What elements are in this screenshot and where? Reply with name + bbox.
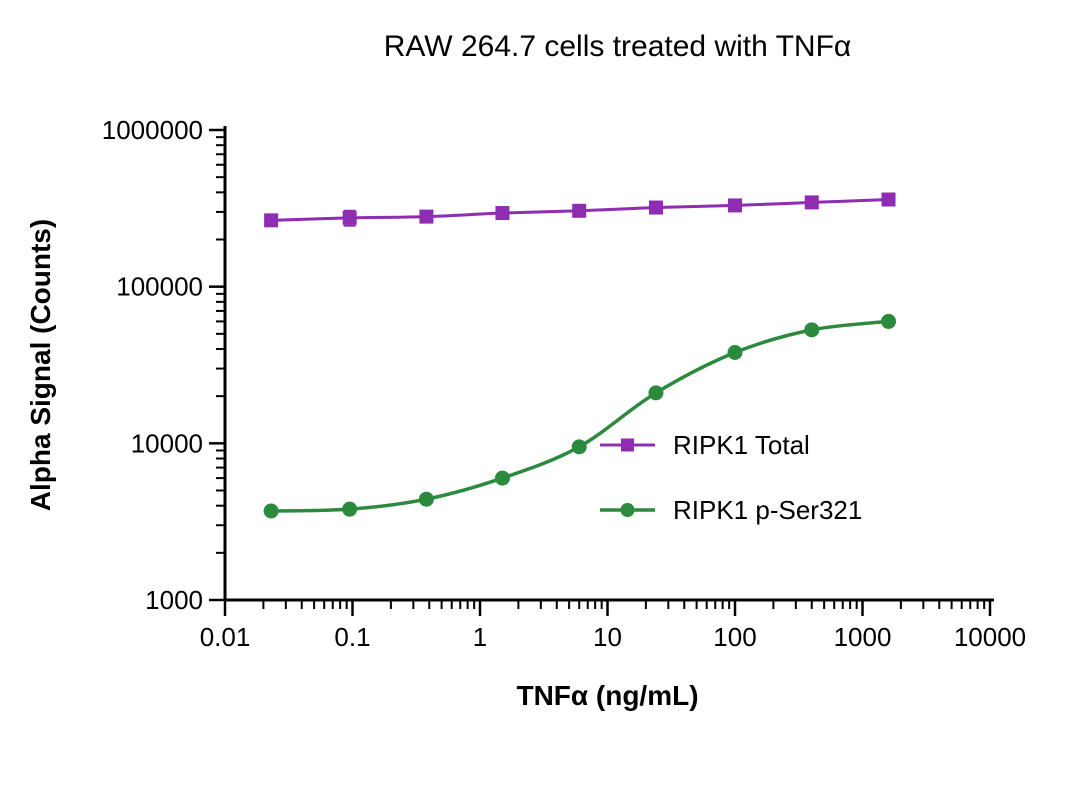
series-marker <box>649 201 662 214</box>
series-marker <box>343 211 356 224</box>
legend-label: RIPK1 Total <box>673 430 810 460</box>
series-marker <box>264 504 278 518</box>
chart-title: RAW 264.7 cells treated with TNFα <box>384 30 852 63</box>
x-tick-label: 100 <box>713 622 756 652</box>
legend-marker <box>621 503 635 517</box>
series-marker <box>882 193 895 206</box>
series-marker <box>805 323 819 337</box>
series-marker <box>496 207 509 220</box>
y-axis-label: Alpha Signal (Counts) <box>25 219 56 511</box>
series-marker <box>419 492 433 506</box>
x-tick-label: 1000 <box>834 622 892 652</box>
series-marker <box>649 386 663 400</box>
series-marker <box>420 210 433 223</box>
y-tick-label: 1000000 <box>102 115 203 145</box>
x-tick-label: 1 <box>473 622 487 652</box>
chart-svg: RAW 264.7 cells treated with TNFα 0.01 0.1… <box>0 0 1080 795</box>
series-marker <box>729 199 742 212</box>
series-marker <box>805 196 818 209</box>
series-marker <box>882 314 896 328</box>
x-tick-label: 10 <box>593 622 622 652</box>
y-tick-label: 100000 <box>116 272 203 302</box>
y-tick-label: 10000 <box>131 428 203 458</box>
x-tick-label: 0.1 <box>334 622 370 652</box>
series-marker <box>573 204 586 217</box>
series-line <box>271 321 888 511</box>
series-marker <box>343 502 357 516</box>
series-marker <box>728 346 742 360</box>
chart-container: RAW 264.7 cells treated with TNFα 0.01 0.1… <box>0 0 1080 795</box>
legend-label: RIPK1 p-Ser321 <box>673 495 862 525</box>
x-tick-label: 10000 <box>954 622 1026 652</box>
series-marker <box>265 214 278 227</box>
series-marker <box>572 440 586 454</box>
x-axis-label: TNFα (ng/mL) <box>516 680 698 711</box>
y-tick-label: 1000 <box>145 585 203 615</box>
x-tick-label: 0.01 <box>200 622 251 652</box>
series-marker <box>495 471 509 485</box>
legend-marker <box>621 439 634 452</box>
